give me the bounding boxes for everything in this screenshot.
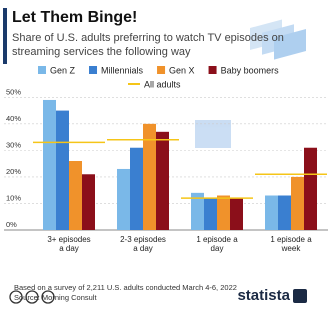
y-tick-label: 40% (6, 114, 21, 123)
bar (278, 196, 291, 231)
bar (217, 196, 230, 231)
legend-swatch (38, 66, 46, 74)
y-tick-label: 50% (6, 87, 21, 96)
x-tick-label: 3+ episodes a day (44, 235, 94, 253)
legend-swatch (209, 66, 217, 74)
legend-label: Millennials (101, 65, 144, 75)
subtitle: Share of U.S. adults preferring to watch… (12, 31, 312, 59)
x-tick-label: 1 episode a week (266, 235, 316, 253)
bar (304, 148, 317, 230)
y-tick-label: 0% (6, 220, 17, 229)
bar (56, 111, 69, 230)
x-tick-label: 1 episode a day (192, 235, 242, 253)
chart-title: Let Them Binge! (12, 9, 137, 26)
bar (156, 132, 169, 230)
y-tick-label: 30% (6, 140, 21, 149)
bar (130, 148, 143, 230)
bar (291, 177, 304, 230)
y-tick-label: 10% (6, 193, 21, 202)
x-tick-label: 2-3 episodes a day (118, 235, 168, 253)
y-tick-label: 20% (6, 167, 21, 176)
brand-icon (293, 289, 307, 303)
legend-swatch (89, 66, 97, 74)
brand: statista (237, 287, 290, 304)
bar (265, 196, 278, 231)
bar (230, 198, 243, 230)
legend-label: Baby boomers (221, 65, 280, 75)
legend-label: All adults (144, 79, 181, 89)
bar (204, 198, 217, 230)
bar (69, 161, 82, 230)
page: Let Them Binge! Based on a survey of 2,2… (0, 0, 334, 310)
bar (43, 100, 56, 230)
legend-swatch (157, 66, 165, 74)
legend-label: Gen X (169, 65, 195, 75)
bar (82, 174, 95, 230)
legend-label: Gen Z (50, 65, 76, 75)
bar (117, 169, 130, 230)
accent-bar (3, 8, 7, 64)
